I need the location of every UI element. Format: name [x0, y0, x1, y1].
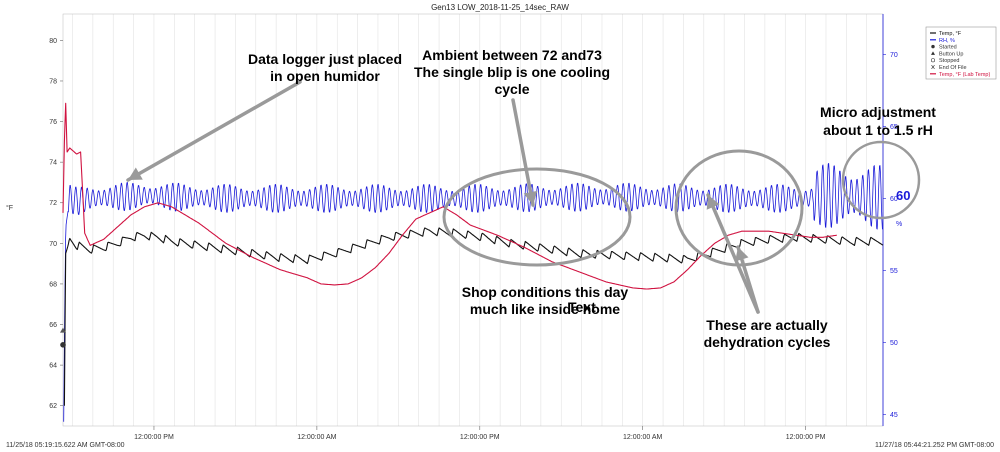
annotation-micro-adjust-line: about 1 to 1.5 rH — [823, 122, 933, 138]
series-line-tempflabtemp — [62, 102, 837, 290]
y-left-tick-label: 80 — [49, 38, 57, 45]
y-right-tick-label: 70 — [890, 52, 898, 59]
x-start-label: 11/25/18 05:19:15.622 AM GMT-08:00 — [6, 442, 125, 449]
grid — [72, 14, 868, 426]
x-tick-label: 12:00:00 PM — [460, 434, 500, 441]
markers-layer — [60, 327, 66, 348]
legend-swatch — [931, 51, 935, 55]
y-left-tick-label: 70 — [49, 241, 57, 248]
annotation-dehydration-line: dehydration cycles — [704, 334, 831, 350]
legend-label: Started — [939, 45, 957, 51]
marker-started — [60, 342, 66, 348]
annotation-data-logger-line: in open humidor — [270, 68, 380, 84]
y-left-tick-label: 68 — [49, 281, 57, 288]
legend-label: Temp, °F (Lab Temp) — [939, 72, 990, 78]
y-left-tick-label: 78 — [49, 78, 57, 85]
overlay-circle-micro — [841, 140, 921, 220]
overlay-ellipse-ambient — [442, 167, 632, 267]
series-line-tempf — [63, 227, 884, 406]
legend-label: Button Up — [939, 51, 963, 57]
y-right-tick-label: 60 — [890, 196, 898, 203]
annotation-data-logger-line: Data logger just placed — [248, 51, 402, 67]
y-axis-right: 45 50 55 60 65 70 — [882, 14, 898, 426]
annotation-ambient-line: cycle — [494, 81, 529, 97]
y-right-tick-label: 50 — [890, 340, 898, 347]
arrow-dehydration-1-shaft — [706, 193, 760, 314]
y-right-tick-label: 55 — [890, 268, 898, 275]
series-layer — [62, 102, 884, 422]
circle-badge-value: 60 — [896, 188, 910, 203]
arrow-dehydration-1-head — [706, 195, 720, 210]
arrow-logger-head — [128, 167, 143, 180]
x-tick-label: 12:00:00 AM — [297, 434, 336, 441]
y-right-tick-label: 45 — [890, 412, 898, 419]
marker-button-up — [60, 327, 66, 333]
x-axis: 11/25/18 05:19:15.622 AM GMT-08:00 11/27… — [6, 426, 994, 449]
x-end-label: 11/27/18 05:44:21.252 PM GMT-08:00 — [875, 442, 994, 449]
annotation-overlays — [126, 80, 921, 314]
y-left-tick-label: 64 — [49, 363, 57, 370]
annotation-shop-line: Shop conditions this day — [462, 284, 629, 300]
y-left-tick-label: 72 — [49, 200, 57, 207]
legend-swatch — [930, 58, 935, 63]
y-left-tick-label: 62 — [49, 403, 57, 410]
x-tick-label: 12:00:00 PM — [786, 434, 826, 441]
series-line-rh — [63, 163, 884, 422]
stray-text: Text — [568, 299, 596, 315]
legend-label: End Of File — [939, 65, 967, 71]
y-left-tick-label: 66 — [49, 322, 57, 329]
y-left-tick-label: 76 — [49, 119, 57, 126]
legend-swatch — [931, 44, 935, 49]
arrow-logger-shaft — [126, 80, 302, 182]
x-tick-label: 12:00:00 PM — [134, 434, 174, 441]
annotation-dehydration-line: These are actually — [706, 317, 828, 333]
y-right-tick-label: 65 — [890, 124, 898, 131]
chart-title: Gen13 LOW_2018-11-25_14sec_RAW — [431, 3, 569, 12]
legend-label: RH, % — [939, 38, 955, 44]
y-axis-left: 62 64 66 68 70 72 74 76 78 80 — [49, 38, 63, 410]
y-axis-right-label: % — [896, 221, 902, 228]
annotation-ambient-line: The single blip is one cooling — [414, 64, 610, 80]
y-left-tick-label: 74 — [49, 160, 57, 167]
arrow-ambient-head — [523, 190, 538, 205]
legend-label: Temp, °F — [939, 31, 962, 37]
annotation-shop-line: much like inside home — [470, 301, 620, 317]
legend-swatch — [931, 64, 935, 70]
legend-label: Stopped — [939, 58, 960, 64]
arrow-ambient-shaft — [511, 98, 535, 207]
arrow-dehydration-2-head — [735, 247, 749, 262]
y-axis-left-label: °F — [6, 204, 13, 212]
annotation-micro-adjust-line: Micro adjustment — [820, 104, 936, 120]
legend-box — [925, 26, 997, 80]
annotation-ambient-line: Ambient between 72 and73 — [422, 47, 602, 63]
x-tick-label: 12:00:00 AM — [623, 434, 662, 441]
